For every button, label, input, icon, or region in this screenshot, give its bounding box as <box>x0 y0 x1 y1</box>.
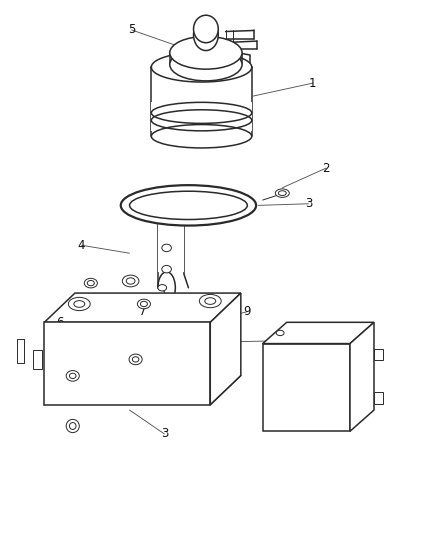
Ellipse shape <box>205 298 216 304</box>
Ellipse shape <box>194 19 218 51</box>
Bar <box>17 340 24 363</box>
Text: 6: 6 <box>56 316 64 329</box>
Polygon shape <box>44 293 241 322</box>
Ellipse shape <box>66 419 79 433</box>
Ellipse shape <box>141 301 148 306</box>
Ellipse shape <box>129 354 142 365</box>
Bar <box>32 350 42 369</box>
Text: 3: 3 <box>305 197 312 211</box>
Ellipse shape <box>162 265 171 273</box>
Text: 4: 4 <box>78 239 85 252</box>
Polygon shape <box>210 293 241 405</box>
Ellipse shape <box>132 357 139 362</box>
Ellipse shape <box>84 278 97 288</box>
Ellipse shape <box>70 373 76 378</box>
Text: 7: 7 <box>270 334 277 348</box>
Ellipse shape <box>87 280 94 286</box>
Polygon shape <box>44 322 210 405</box>
Bar <box>374 392 383 404</box>
Text: 5: 5 <box>128 23 135 36</box>
Text: 1: 1 <box>309 77 317 90</box>
Ellipse shape <box>138 299 150 309</box>
Ellipse shape <box>126 278 135 284</box>
Ellipse shape <box>162 244 171 252</box>
Ellipse shape <box>279 191 286 196</box>
Ellipse shape <box>276 189 289 197</box>
Polygon shape <box>263 322 374 344</box>
Ellipse shape <box>68 297 90 311</box>
Ellipse shape <box>194 15 218 43</box>
Ellipse shape <box>122 275 139 287</box>
Text: 7: 7 <box>139 305 146 318</box>
Ellipse shape <box>199 294 221 308</box>
Ellipse shape <box>66 370 79 381</box>
Ellipse shape <box>121 185 256 225</box>
Ellipse shape <box>276 330 284 336</box>
Text: 9: 9 <box>244 305 251 318</box>
Ellipse shape <box>151 125 252 148</box>
Text: 2: 2 <box>322 161 330 175</box>
Bar <box>374 349 383 360</box>
Polygon shape <box>151 102 252 131</box>
Polygon shape <box>151 67 252 136</box>
Text: 1: 1 <box>338 374 345 387</box>
Ellipse shape <box>74 301 85 308</box>
Ellipse shape <box>170 48 242 81</box>
Polygon shape <box>263 344 350 431</box>
Polygon shape <box>158 205 184 272</box>
Ellipse shape <box>158 285 166 291</box>
Ellipse shape <box>130 191 247 220</box>
Ellipse shape <box>70 423 76 430</box>
Text: 8: 8 <box>56 390 64 403</box>
Polygon shape <box>350 322 374 431</box>
Text: 3: 3 <box>161 427 168 440</box>
Ellipse shape <box>170 36 242 69</box>
